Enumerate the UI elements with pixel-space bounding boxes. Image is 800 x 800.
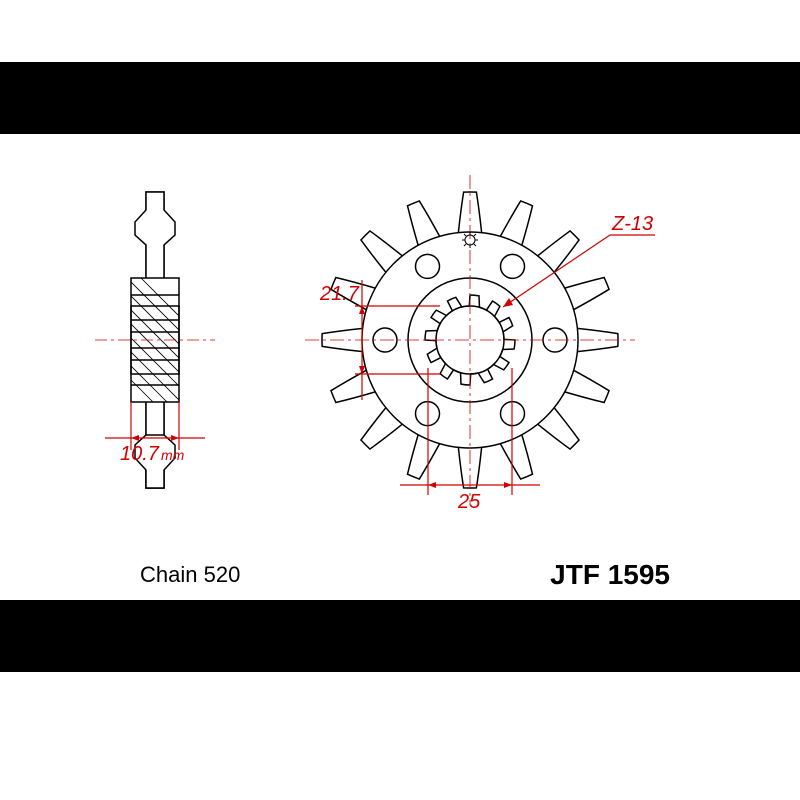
chain-label: Chain 520 bbox=[140, 562, 240, 588]
front-view-sprocket bbox=[305, 175, 635, 505]
part-number: JTF 1595 bbox=[550, 559, 670, 591]
dim-thickness-value: 10.7 bbox=[120, 443, 160, 465]
dim-spline-flat-value: 21.7 bbox=[319, 283, 360, 305]
footer-labels: Chain 520 JTF 1595 bbox=[0, 555, 800, 595]
technical-drawing: 10.7mm 21.7 bbox=[0, 140, 800, 520]
bottom-bar bbox=[0, 600, 800, 672]
dim-thickness-unit: mm bbox=[161, 447, 185, 463]
svg-text:10.7mm: 10.7mm bbox=[120, 443, 185, 465]
dim-profile-value: Z-13 bbox=[611, 213, 653, 235]
top-bar bbox=[0, 62, 800, 134]
dim-bore-value: 25 bbox=[457, 491, 481, 513]
